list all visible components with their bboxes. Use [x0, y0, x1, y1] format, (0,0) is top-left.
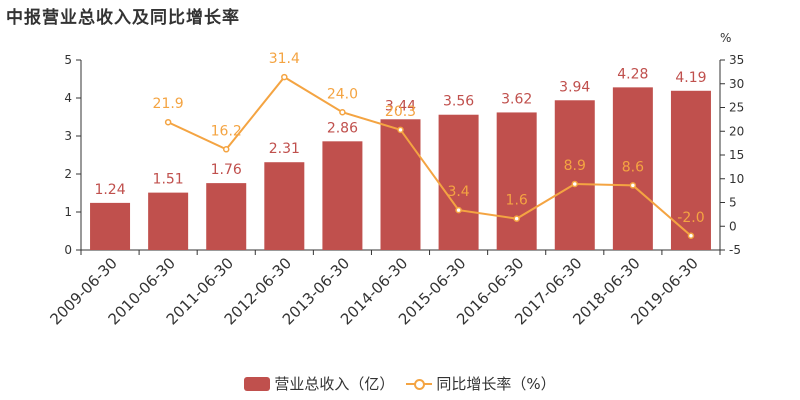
bar-value-label: 1.51 — [153, 172, 184, 188]
y-right-tick-label: 0 — [729, 219, 737, 233]
y-right-tick-label: -5 — [729, 243, 741, 257]
growth-point — [397, 126, 404, 134]
growth-value-label: 3.4 — [447, 184, 469, 200]
y-left-tick-label: 0 — [64, 243, 72, 257]
bar-value-label: 4.19 — [675, 70, 706, 86]
growth-point — [339, 109, 346, 116]
bar — [264, 162, 305, 250]
bar-value-label: 4.28 — [617, 66, 648, 82]
growth-point — [222, 146, 230, 153]
growth-point — [687, 232, 695, 239]
bar — [380, 119, 421, 250]
bar — [438, 114, 479, 250]
bar — [496, 112, 537, 250]
growth-value-label: 8.6 — [622, 159, 644, 175]
growth-value-label: 1.6 — [506, 193, 528, 209]
y-right-tick-label: 15 — [729, 148, 744, 162]
y-left-tick-label: 2 — [64, 167, 72, 181]
y-right-tick-label: 5 — [729, 196, 737, 210]
legend-bar-swatch — [244, 376, 271, 391]
bar — [148, 192, 189, 250]
bar — [322, 141, 363, 250]
y-left-tick-label: 4 — [64, 91, 72, 105]
bar-value-label: 1.76 — [211, 162, 242, 178]
growth-line — [167, 75, 692, 237]
bar-value-label: 1.24 — [94, 182, 125, 198]
bar — [206, 183, 247, 250]
y-right-tick-label: 35 — [729, 53, 744, 67]
bar-value-label: 2.31 — [269, 141, 300, 157]
growth-value-label: 20.3 — [385, 104, 416, 120]
bar — [670, 90, 711, 250]
y-right-tick-label: 25 — [729, 101, 744, 115]
bar-value-label: 3.56 — [443, 94, 474, 110]
legend-item-growth[interactable]: 同比增长率（%） — [406, 373, 556, 394]
growth-point — [455, 206, 462, 214]
bar — [554, 100, 595, 250]
legend-label-revenue: 营业总收入（亿） — [274, 375, 395, 393]
y-left-tick-label: 3 — [64, 129, 72, 143]
legend-item-revenue[interactable]: 营业总收入（亿） — [244, 373, 394, 394]
growth-value-label: -2.0 — [677, 210, 704, 226]
growth-point — [629, 182, 637, 189]
bar — [90, 202, 131, 250]
y-left-tick-label: 5 — [64, 53, 72, 67]
bar-value-label: 3.44 — [385, 98, 416, 114]
bar-value-label: 2.86 — [327, 120, 358, 136]
y-right-unit: % — [720, 31, 731, 45]
growth-point — [571, 180, 579, 188]
bar-value-label: 3.94 — [559, 79, 590, 95]
bar — [612, 87, 653, 250]
growth-value-label: 31.4 — [269, 51, 300, 67]
chart-title: 中报营业总收入及同比增长率 — [6, 8, 240, 28]
y-right-tick-label: 20 — [729, 124, 744, 138]
growth-value-label: 16.2 — [211, 123, 242, 139]
growth-value-label: 21.9 — [153, 96, 184, 112]
growth-value-label: 24.0 — [327, 86, 358, 102]
legend-label-growth: 同比增长率（%） — [436, 375, 556, 393]
legend: 营业总收入（亿） 同比增长率（%） — [0, 373, 800, 394]
growth-point — [513, 215, 520, 222]
growth-value-label: 8.9 — [564, 158, 586, 174]
y-right-tick-label: 10 — [729, 172, 744, 186]
growth-point — [164, 118, 172, 126]
legend-line-swatch — [406, 377, 433, 391]
bar-value-label: 3.62 — [501, 91, 532, 107]
y-right-tick-label: 30 — [729, 77, 744, 91]
y-left-tick-label: 1 — [64, 205, 72, 219]
growth-point — [281, 73, 288, 81]
